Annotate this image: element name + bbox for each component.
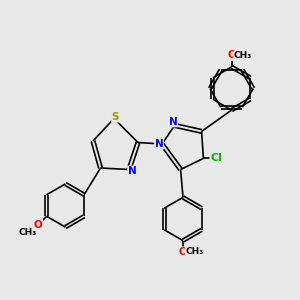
Text: O: O: [227, 50, 236, 61]
Text: N: N: [128, 166, 136, 176]
Text: N: N: [154, 139, 164, 149]
Text: N: N: [169, 117, 178, 127]
Text: CH₃: CH₃: [234, 51, 252, 60]
Text: CH₃: CH₃: [185, 248, 203, 256]
Text: O: O: [34, 220, 43, 230]
Text: CH₃: CH₃: [18, 228, 36, 237]
Text: Cl: Cl: [210, 153, 222, 164]
Text: O: O: [178, 247, 188, 257]
Text: S: S: [112, 112, 119, 122]
